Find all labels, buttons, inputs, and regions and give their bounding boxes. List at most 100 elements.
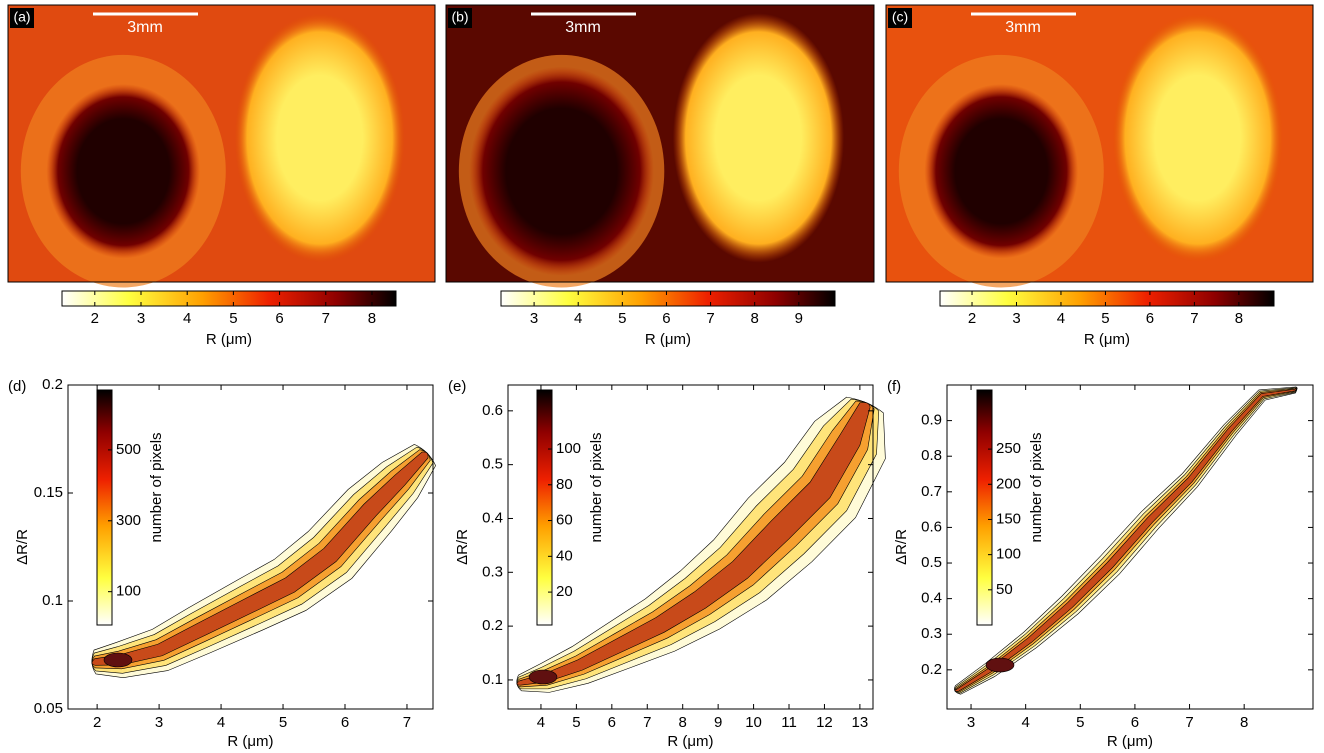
x-tick-label: 8 (1240, 714, 1248, 731)
colorbar (61, 290, 397, 307)
y-tick-label: 0.8 (921, 447, 942, 464)
x-tick-label: 3 (967, 714, 975, 731)
x-tick-label: 2 (93, 714, 101, 731)
x-tick-label: 5 (279, 714, 287, 731)
x-axis-label: R (μm) (227, 733, 273, 750)
image-border (7, 4, 436, 283)
image-border (885, 4, 1314, 283)
colorbar-label: R (μm) (645, 331, 691, 348)
colorbar-tick-label: 7 (1190, 310, 1198, 327)
density-peak (528, 669, 558, 685)
colorbar-tick-label: 3 (530, 310, 538, 327)
plot-frame (67, 384, 434, 710)
colorbar-tick-label: 100 (556, 440, 581, 457)
x-tick-label: 6 (341, 714, 349, 731)
y-tick-label: 0.15 (34, 484, 63, 501)
image-bright-region (1112, 13, 1284, 263)
x-tick-label: 12 (816, 714, 833, 731)
x-tick-label: 6 (608, 714, 616, 731)
x-tick-label: 8 (679, 714, 687, 731)
image-dark-region (46, 83, 201, 259)
heatmap-image (886, 5, 1313, 288)
colorbar-tick-label: 9 (795, 310, 803, 327)
density-contour (516, 400, 875, 688)
x-tick-label: 5 (1076, 714, 1084, 731)
x-axis-label: R (μm) (1107, 733, 1153, 750)
y-tick-label: 0.3 (921, 625, 942, 642)
density-contour (954, 387, 1298, 692)
y-tick-label: 0.2 (42, 376, 63, 393)
y-axis-label: ΔR/R (893, 529, 910, 565)
panel-label: (e) (448, 378, 466, 395)
colorbar-tick-label: 4 (574, 310, 582, 327)
x-tick-label: 4 (537, 714, 545, 731)
colorbar-tick-label: 3 (137, 310, 145, 327)
colorbar-tick-label: 8 (1235, 310, 1243, 327)
colorbar-tick-label: 8 (751, 310, 759, 327)
density-contour (91, 451, 429, 666)
plot-frame (946, 384, 1314, 710)
panel-label: (d) (8, 378, 26, 395)
colorbar-tick-label: 100 (996, 546, 1021, 563)
colorbar (939, 290, 1275, 307)
colorbar-tick-label: 100 (116, 583, 141, 600)
colorbar-tick-label: 3 (1012, 310, 1020, 327)
colorbar-tick-label: 2 (91, 310, 99, 327)
density-contour (91, 446, 434, 674)
x-tick-label: 7 (1185, 714, 1193, 731)
colorbar-tick-label: 6 (662, 310, 670, 327)
image-dark-region (924, 83, 1079, 259)
y-tick-label: 0.4 (482, 509, 503, 526)
x-tick-label: 11 (781, 714, 797, 731)
colorbar-tick-label: 5 (618, 310, 626, 327)
colorbar-tick-label: 20 (556, 583, 573, 600)
colorbar-tick-label: 50 (996, 581, 1013, 598)
density-peak (985, 657, 1015, 673)
colorbar-tick-label: 300 (116, 512, 141, 529)
density-contour (954, 387, 1298, 693)
panel-label: (b) (451, 9, 468, 25)
colorbar-tick-label: 60 (556, 512, 573, 529)
image-dark-region (469, 66, 655, 276)
colorbar-label: number of pixels (148, 432, 165, 542)
panel-label: (c) (892, 9, 908, 25)
y-tick-label: 0.05 (34, 700, 63, 717)
y-tick-label: 0.6 (921, 518, 942, 535)
scale-bar-label: 3mm (127, 19, 163, 36)
y-tick-label: 0.2 (482, 617, 503, 634)
colorbar-tick-label: 2 (968, 310, 976, 327)
x-tick-label: 4 (1021, 714, 1029, 731)
y-tick-label: 0.2 (921, 661, 942, 678)
x-tick-label: 5 (572, 714, 580, 731)
colorbar-tick-label: 150 (996, 510, 1021, 527)
colorbar-tick-label: 8 (368, 310, 376, 327)
y-tick-label: 0.6 (482, 402, 503, 419)
panel-label-box (10, 8, 34, 28)
colorbar-tick-label: 500 (116, 441, 141, 458)
image-bright-region (234, 13, 406, 263)
y-tick-label: 0.4 (921, 590, 942, 607)
y-axis-label: ΔR/R (14, 529, 31, 565)
colorbar-tick-label: 80 (556, 476, 573, 493)
density-contour (91, 449, 431, 670)
colorbar-tick-label: 250 (996, 440, 1021, 457)
x-tick-label: 7 (403, 714, 411, 731)
colorbar-tick-label: 7 (706, 310, 714, 327)
colorbar-tick-label: 5 (229, 310, 237, 327)
heatmap-image (8, 5, 435, 288)
density-peak (103, 652, 133, 668)
x-tick-label: 10 (745, 714, 762, 731)
panel-label: (f) (887, 378, 901, 395)
image-border (445, 4, 875, 283)
colorbar-label: number of pixels (588, 432, 605, 542)
y-tick-label: 0.7 (921, 483, 942, 500)
density-contour (516, 402, 871, 686)
colorbar-tick-label: 7 (322, 310, 330, 327)
x-tick-label: 7 (643, 714, 651, 731)
x-tick-label: 13 (852, 714, 869, 731)
heatmap-image (446, 5, 874, 288)
colorbar-tick-label: 6 (1146, 310, 1154, 327)
x-tick-label: 9 (714, 714, 722, 731)
x-tick-label: 3 (155, 714, 163, 731)
